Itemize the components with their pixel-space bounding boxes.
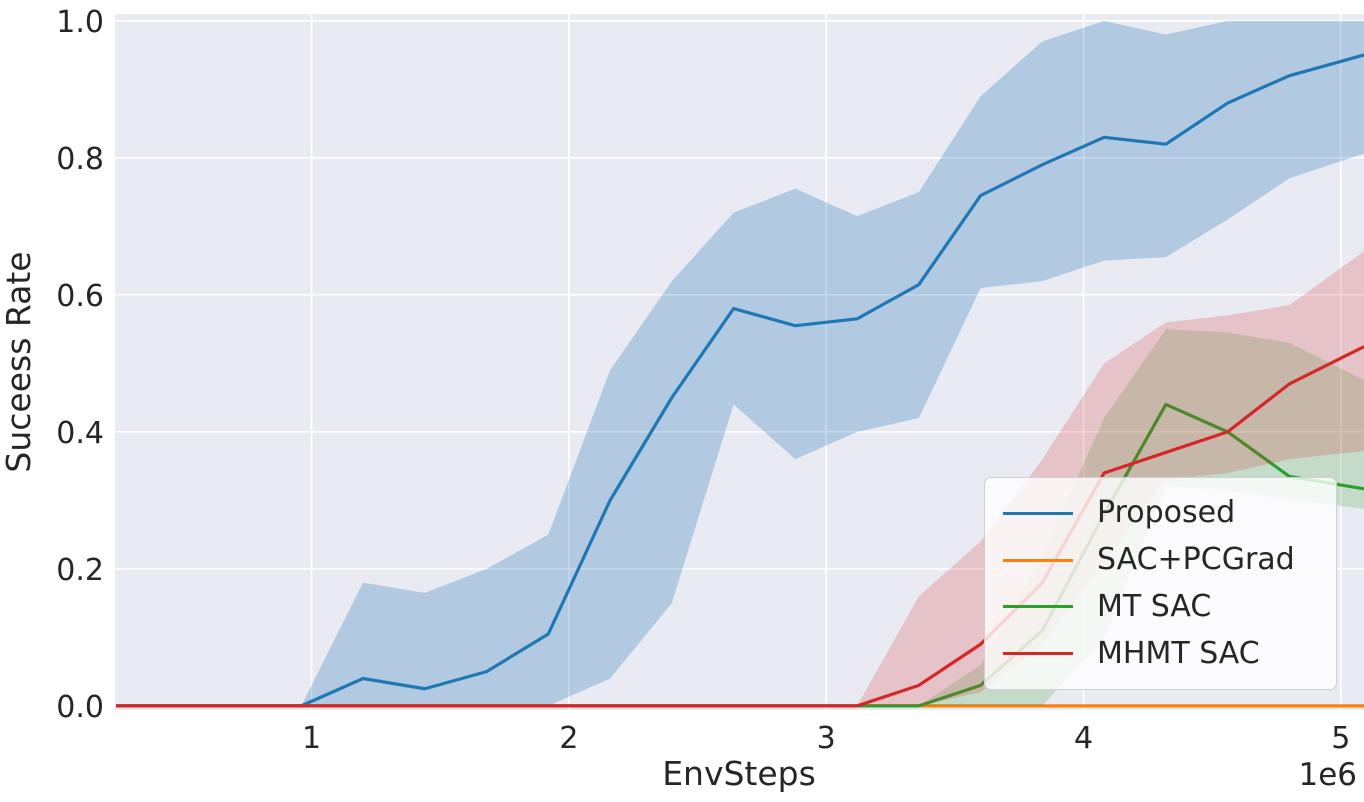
- legend-label: MT SAC: [1097, 588, 1212, 624]
- legend-label: MHMT SAC: [1097, 635, 1260, 671]
- tick-labels: 1 2 3 4 5 0.0 0.2 0.4 0.6 0.8 1.0: [56, 5, 1350, 756]
- x-tick-label: 1: [302, 721, 321, 756]
- legend-item-mt-sac: MT SAC: [1003, 588, 1318, 624]
- mt-sac-line-swatch: [1003, 605, 1073, 609]
- legend-item-mhmt-sac: MHMT SAC: [1003, 635, 1318, 671]
- series-line-mhmt-sac: [116, 345, 1364, 708]
- y-tick-label: 0.6: [56, 279, 104, 314]
- y-tick-label: 0.4: [56, 416, 104, 451]
- x-tick-label: 4: [1074, 721, 1093, 756]
- series-band-proposed: [116, 20, 1364, 706]
- legend-label: Proposed: [1097, 495, 1236, 531]
- mhmt-sac-line-swatch: [1003, 652, 1073, 656]
- x-axis-offset-label: 1e6: [1298, 757, 1357, 793]
- series-line-proposed: [116, 53, 1364, 708]
- legend-item-proposed: Proposed: [1003, 498, 1318, 528]
- x-tick-label: 2: [559, 721, 578, 756]
- legend: Proposed SAC+PCGrad MT SAC MHMT SAC: [984, 477, 1337, 690]
- proposed-line-swatch: [1003, 511, 1073, 515]
- y-tick-label: 0.0: [56, 690, 104, 725]
- y-axis-label: Suceess Rate: [0, 251, 38, 472]
- x-axis-label: EnvSteps: [662, 754, 816, 793]
- y-tick-label: 0.8: [56, 142, 104, 177]
- y-tick-label: 0.2: [56, 553, 104, 588]
- y-tick-label: 1.0: [56, 5, 104, 40]
- legend-item-sac-pcgrad: SAC+PCGrad: [1003, 545, 1318, 575]
- legend-label: SAC+PCGrad: [1097, 542, 1295, 578]
- x-tick-label: 3: [817, 721, 836, 756]
- x-tick-label: 5: [1331, 721, 1350, 756]
- sac-pcgrad-line-swatch: [1003, 558, 1073, 562]
